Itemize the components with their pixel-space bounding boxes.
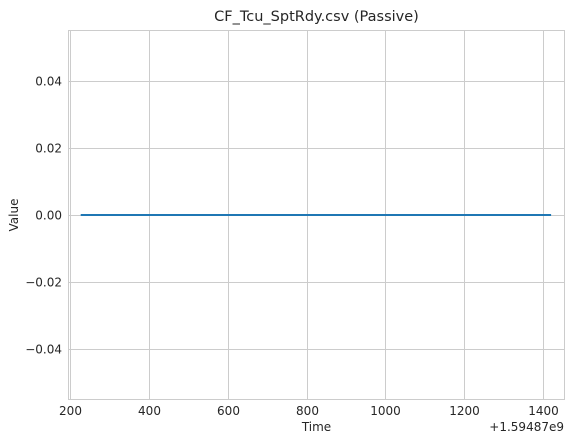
chart-title: CF_Tcu_SptRdy.csv (Passive): [214, 9, 419, 25]
y-tick-label: 0.02: [35, 142, 62, 156]
x-tick-label: 600: [217, 404, 240, 418]
x-tick-label: 1200: [449, 404, 480, 418]
x-tick-label: 1400: [528, 404, 559, 418]
plot-frame: [68, 30, 565, 400]
y-tick-label: −0.04: [25, 343, 62, 357]
x-tick-label: 200: [59, 404, 82, 418]
x-tick-labels: 200 400 600 800 1000 1200 1400: [59, 404, 559, 418]
x-tick-label: 800: [296, 404, 319, 418]
y-axis-label: Value: [7, 199, 21, 232]
x-tick-label: 400: [138, 404, 161, 418]
x-axis-label: Time: [301, 420, 331, 434]
y-tick-label: 0.04: [35, 75, 62, 89]
x-tick-label: 1000: [370, 404, 401, 418]
y-tick-label: −0.02: [25, 276, 62, 290]
x-offset-label: +1.59487e9: [489, 420, 564, 434]
y-tick-label: 0.00: [35, 209, 62, 223]
y-tick-labels: 0.04 0.02 0.00 −0.02 −0.04: [25, 75, 62, 357]
